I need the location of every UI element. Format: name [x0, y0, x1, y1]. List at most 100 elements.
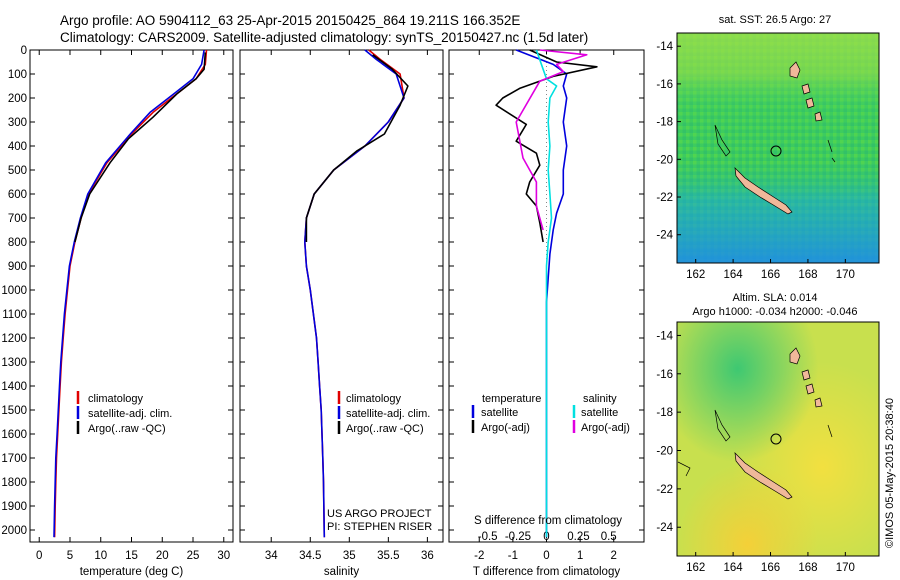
map-y-tick-label: -18 [656, 117, 673, 129]
map-y-tick-label: -16 [656, 369, 673, 381]
sla-map-frame [676, 321, 880, 557]
map-y-tick-label: -24 [656, 522, 673, 534]
x-axis-label: salinity [324, 566, 359, 578]
y-tick-label: 0 [21, 45, 27, 57]
map-x-tick-label: 162 [686, 562, 705, 574]
sla-map: Altim. SLA: 0.014 Argo h1000: -0.034 h20… [656, 292, 880, 574]
legend-label: satellite-adj. clim. [346, 408, 430, 420]
x-tick-label: 20 [156, 550, 169, 562]
legend-label: Argo(..raw -QC) [88, 423, 166, 435]
vanuatu-land [789, 61, 823, 122]
new-caledonia-land [734, 452, 793, 500]
map-y-tick-label: -20 [656, 446, 673, 458]
sst-map-axes: 162 164 166 168 170 -14 -16 -18 -20 -22 -24 [656, 41, 855, 281]
argo-float-marker [770, 145, 782, 157]
map-x-tick-label: 170 [836, 562, 855, 574]
y-tick-label: 1600 [1, 429, 27, 441]
x-tick-label: -1 [508, 550, 518, 562]
y-tick-label: 200 [8, 93, 27, 105]
y-tick-label: 100 [8, 69, 27, 81]
x-tick-label: -2 [474, 550, 484, 562]
map-x-tick-label: 168 [798, 562, 817, 574]
legend-label: Argo(..raw -QC) [346, 423, 424, 435]
pi-credit: PI: STEPHEN RISER [327, 521, 432, 533]
map-x-tick-label: 168 [798, 269, 817, 281]
salinity-legend: climatology satellite-adj. clim. Argo(..… [337, 391, 430, 435]
series-line-argo [305, 54, 409, 242]
map-y-tick-label: -14 [656, 330, 673, 342]
y-tick-label: 1700 [1, 453, 27, 465]
s-difference-label: S difference from climatology [474, 515, 622, 527]
map-y-tick-label: -14 [656, 41, 673, 53]
x-axis-label: temperature (deg C) [80, 566, 184, 578]
series-line-argo_salinity [515, 49, 588, 231]
sla-map-subtitle: Argo h1000: -0.034 h2000: -0.046 [692, 306, 857, 318]
x-tick-label: 1 [577, 550, 583, 562]
argo-float-marker [770, 433, 782, 445]
figure-subtitle: Climatology: CARS2009. Satellite-adjuste… [60, 30, 588, 45]
x-tick-label: 5 [67, 550, 73, 562]
reef-outline [677, 409, 833, 477]
map-x-tick-label: 166 [761, 562, 780, 574]
y-tick-label: 1800 [1, 477, 27, 489]
sst-map-title: sat. SST: 26.5 Argo: 27 [719, 14, 832, 26]
x-tick-label: 36 [421, 550, 434, 562]
salinity-panel: 34 34.5 35 35.5 36 salinity [239, 49, 444, 578]
sst-map-shading [677, 33, 879, 263]
sla-map-shade-c [677, 322, 879, 556]
sla-map-axes: 162 164 166 168 170 -14 -16 -18 -20 -22 -24 [656, 330, 855, 574]
x-tick-label: 34.5 [299, 550, 321, 562]
new-caledonia-land [734, 167, 793, 215]
map-y-tick-label: -20 [656, 154, 673, 166]
series-line-satellite_salinity [535, 49, 558, 538]
y-tick-label: 300 [8, 117, 27, 129]
s-tick-label: -0.25 [505, 531, 531, 543]
s-tick-label: -0.5 [478, 531, 498, 543]
map-y-tick-label: -24 [656, 230, 673, 242]
legend-label: climatology [346, 393, 402, 405]
timestamp-stamp: ©IMOS 05-May-2015 20:38:40 [884, 398, 896, 548]
y-tick-label: 1300 [1, 357, 27, 369]
difference-legend: temperature salinity satellite Argo(-adj… [471, 393, 630, 434]
x-tick-label: 34 [265, 550, 278, 562]
reef-outline [714, 124, 836, 163]
x-tick-label: 25 [187, 550, 200, 562]
map-y-tick-label: -18 [656, 407, 673, 419]
legend-label: climatology [88, 393, 144, 405]
map-x-tick-label: 164 [724, 269, 744, 281]
y-tick-label: 1500 [1, 405, 27, 417]
project-credit: US ARGO PROJECT [327, 508, 432, 520]
sst-map: sat. SST: 26.5 Argo: 27 162 164 166 168 170 -… [656, 14, 880, 281]
y-tick-label: 2000 [1, 525, 27, 537]
series-line-satellite [53, 49, 205, 538]
x-tick-label: 15 [125, 550, 138, 562]
sla-map-title: Altim. SLA: 0.014 [733, 292, 818, 304]
difference-panel: -2 -1 0 1 2-0.5 -0.25 0 0.25 0.5T difference fro… [448, 49, 645, 578]
map-y-tick-label: -22 [656, 192, 673, 204]
y-tick-label: 900 [8, 261, 27, 273]
legend-header-temperature: temperature [482, 393, 541, 405]
plot-frame [239, 49, 444, 543]
x-tick-label: 30 [217, 550, 230, 562]
temperature-legend: climatology satellite-adj. clim. Argo(..… [76, 391, 172, 435]
x-tick-label: 35.5 [377, 550, 399, 562]
map-y-tick-label: -22 [656, 484, 673, 496]
map-x-tick-label: 166 [761, 269, 780, 281]
legend-label: satellite-adj. clim. [88, 408, 172, 420]
series-line-argo [74, 52, 207, 243]
sst-map-frame [676, 32, 880, 264]
y-tick-label: 1100 [2, 309, 27, 321]
y-tick-label: 1400 [1, 381, 27, 393]
y-tick-label: 500 [8, 165, 27, 177]
legend-label: Argo(-adj) [581, 422, 630, 434]
y-tick-label: 1900 [1, 501, 27, 513]
legend-label: satellite [581, 407, 618, 419]
x-tick-label: 35 [343, 550, 356, 562]
plot-frame [29, 49, 234, 543]
x-axis-label: T difference from climatology [473, 566, 620, 578]
x-tick-label: 10 [94, 550, 107, 562]
series-line-argo [495, 49, 598, 243]
legend-label: satellite [481, 407, 518, 419]
x-tick-label: 2 [611, 550, 617, 562]
